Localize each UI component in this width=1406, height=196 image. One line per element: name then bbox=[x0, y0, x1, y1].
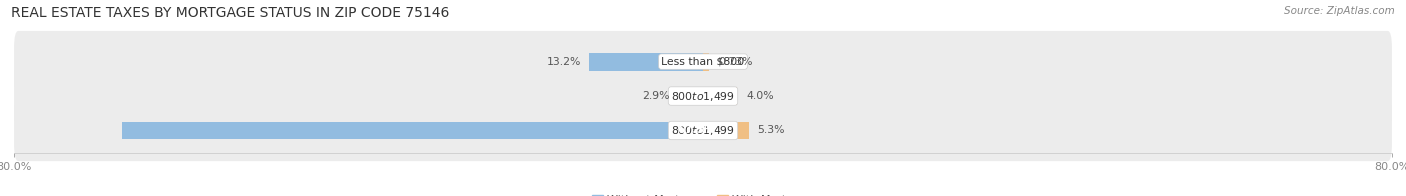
Text: 2.9%: 2.9% bbox=[643, 91, 669, 101]
Text: 13.2%: 13.2% bbox=[547, 57, 581, 67]
Bar bbox=[678, 87, 703, 105]
Text: 4.0%: 4.0% bbox=[747, 91, 773, 101]
Text: $800 to $1,499: $800 to $1,499 bbox=[671, 124, 735, 137]
FancyBboxPatch shape bbox=[14, 65, 1392, 127]
Bar bbox=[703, 122, 748, 139]
Bar bbox=[703, 53, 709, 71]
FancyBboxPatch shape bbox=[14, 100, 1392, 161]
Text: Less than $800: Less than $800 bbox=[661, 57, 745, 67]
Bar bbox=[703, 87, 738, 105]
Bar bbox=[589, 53, 703, 71]
FancyBboxPatch shape bbox=[14, 31, 1392, 92]
Legend: Without Mortgage, With Mortgage: Without Mortgage, With Mortgage bbox=[588, 191, 818, 196]
Text: REAL ESTATE TAXES BY MORTGAGE STATUS IN ZIP CODE 75146: REAL ESTATE TAXES BY MORTGAGE STATUS IN … bbox=[11, 6, 450, 20]
Text: Source: ZipAtlas.com: Source: ZipAtlas.com bbox=[1284, 6, 1395, 16]
Bar bbox=[122, 122, 703, 139]
Text: $800 to $1,499: $800 to $1,499 bbox=[671, 90, 735, 103]
Text: 67.5%: 67.5% bbox=[678, 125, 716, 135]
Text: 5.3%: 5.3% bbox=[758, 125, 785, 135]
Text: 0.73%: 0.73% bbox=[718, 57, 752, 67]
